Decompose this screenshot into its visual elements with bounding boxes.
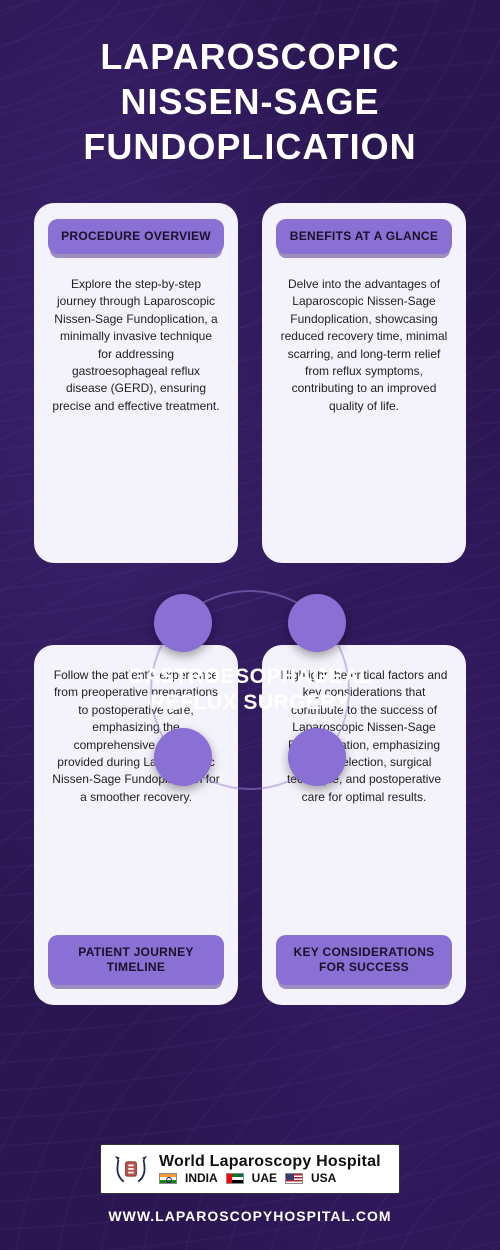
card-patient-journey: Follow the patient's experience from pre… bbox=[34, 645, 238, 1005]
flag-india-icon bbox=[159, 1173, 177, 1184]
footer: World Laparoscopy Hospital INDIA UAE USA… bbox=[0, 1144, 500, 1250]
card-header: PROCEDURE OVERVIEW bbox=[48, 219, 224, 254]
card-body: Follow the patient's experience from pre… bbox=[48, 661, 224, 919]
org-logo-box: World Laparoscopy Hospital INDIA UAE USA bbox=[100, 1144, 400, 1194]
cards-grid-top: PROCEDURE OVERVIEW Explore the step-by-s… bbox=[0, 179, 500, 563]
country-label: UAE bbox=[252, 1172, 277, 1185]
cards-grid-bottom: Follow the patient's experience from pre… bbox=[0, 563, 500, 1005]
country-label: USA bbox=[311, 1172, 336, 1185]
org-countries: INDIA UAE USA bbox=[159, 1172, 381, 1185]
flag-usa-icon bbox=[285, 1173, 303, 1184]
org-name: World Laparoscopy Hospital bbox=[159, 1153, 381, 1171]
org-crest-icon bbox=[113, 1151, 149, 1187]
card-body: Delve into the advantages of Laparoscopi… bbox=[276, 270, 452, 421]
card-header: PATIENT JOURNEY TIMELINE bbox=[48, 935, 224, 985]
card-header: BENEFITS AT A GLANCE bbox=[276, 219, 452, 254]
country-label: INDIA bbox=[185, 1172, 218, 1185]
card-body: Explore the step-by-step journey through… bbox=[48, 270, 224, 421]
card-key-considerations: Highlight the critical factors and key c… bbox=[262, 645, 466, 1005]
page-title: LAPAROSCOPIC NISSEN-SAGE FUNDOPLICATION bbox=[0, 0, 500, 179]
card-benefits: BENEFITS AT A GLANCE Delve into the adva… bbox=[262, 203, 466, 563]
card-body: Highlight the critical factors and key c… bbox=[276, 661, 452, 919]
card-header: KEY CONSIDERATIONS FOR SUCCESS bbox=[276, 935, 452, 985]
card-procedure-overview: PROCEDURE OVERVIEW Explore the step-by-s… bbox=[34, 203, 238, 563]
flag-uae-icon bbox=[226, 1173, 244, 1184]
org-text: World Laparoscopy Hospital INDIA UAE USA bbox=[159, 1153, 381, 1186]
website-url: WWW.LAPAROSCOPYHOSPITAL.COM bbox=[108, 1208, 391, 1224]
